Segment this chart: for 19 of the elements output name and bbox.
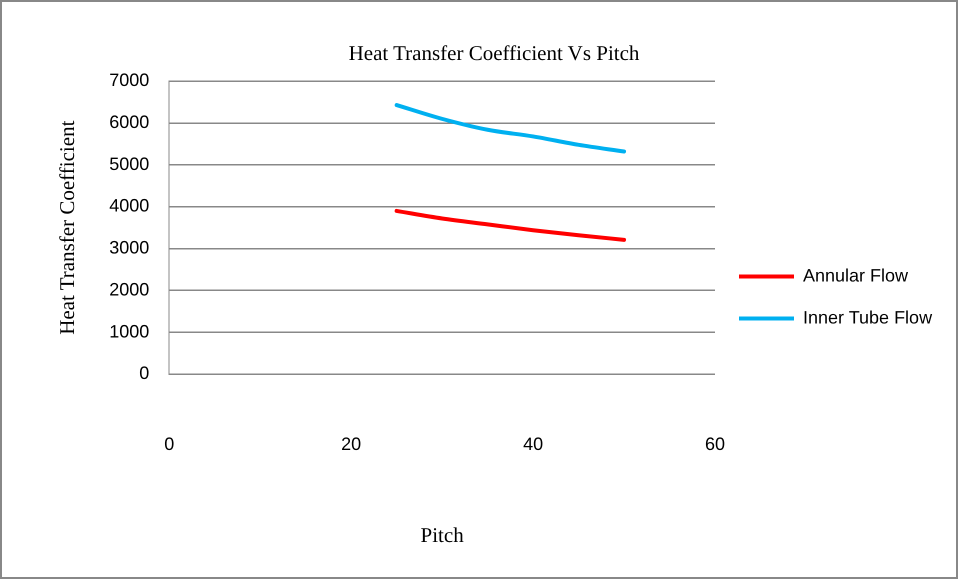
y-tick-label: 7000 [109,70,150,90]
y-axis-title: Heat Transfer Coefficient [55,120,80,335]
y-tick-label: 5000 [109,154,150,174]
x-tick-label: 60 [704,434,726,454]
y-tick-label: 6000 [109,112,150,132]
legend-label: Inner Tube Flow [803,307,934,328]
y-tick-label: 4000 [109,196,150,216]
x-tick-label: 0 [164,434,174,454]
y-tick-label: 1000 [109,321,150,342]
x-tick-label: 20 [341,434,362,454]
x-tick-label: 40 [523,434,544,454]
y-tick-label: 0 [139,363,150,384]
x-axis-title: Pitch [420,522,464,547]
legend-label: Annular Flow [803,265,910,286]
y-tick-label: 3000 [109,238,150,258]
line-series [394,103,626,154]
line-series [394,208,626,242]
y-tick-label: 2000 [109,279,150,300]
chart-title: Heat Transfer Coefficient Vs Pitch [348,41,640,66]
